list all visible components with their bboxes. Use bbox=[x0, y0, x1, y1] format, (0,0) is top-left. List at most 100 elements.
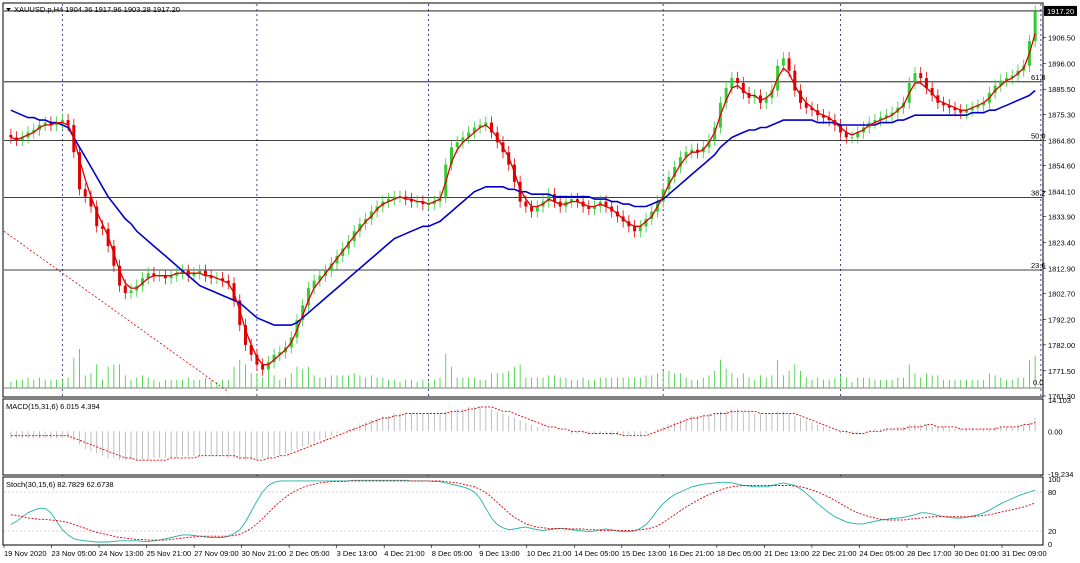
fib-label-50.0: 50.0 bbox=[1031, 131, 1046, 140]
candle-body bbox=[175, 273, 179, 276]
candle-body bbox=[272, 354, 276, 363]
macd-label: MACD(15,31,6) 6.015 4.394 bbox=[6, 402, 100, 411]
candle-body bbox=[89, 196, 93, 207]
candle-body bbox=[942, 102, 946, 106]
candle-body bbox=[9, 134, 13, 138]
price-tick-label: 1823.40 bbox=[1048, 239, 1075, 248]
time-tick-label: 15 Dec 13:00 bbox=[622, 549, 667, 558]
candle-body bbox=[993, 85, 997, 93]
candle-body bbox=[982, 102, 986, 106]
candle-body bbox=[78, 152, 82, 190]
time-tick-label: 19 Nov 2020 bbox=[4, 549, 47, 558]
dropdown-triangle-icon[interactable] bbox=[6, 8, 11, 11]
macd-tick-label: 14.103 bbox=[1048, 396, 1071, 405]
candle-body bbox=[209, 275, 213, 279]
candle-body bbox=[140, 278, 144, 286]
time-tick-label: 28 Dec 17:00 bbox=[907, 549, 952, 558]
candle-body bbox=[913, 73, 917, 84]
price-tick-label: 1854.60 bbox=[1048, 162, 1075, 171]
chart-header: XAUUSD.p,H4 1904.36 1917.96 1903.28 1917… bbox=[6, 5, 180, 14]
candle-body bbox=[530, 206, 534, 212]
candle-body bbox=[409, 199, 413, 202]
candle-body bbox=[312, 280, 316, 289]
candle-body bbox=[884, 115, 888, 118]
candle-body bbox=[123, 285, 127, 293]
macd-indicator bbox=[10, 406, 1036, 461]
candle-body bbox=[392, 196, 396, 200]
candle-body bbox=[535, 206, 539, 212]
stoch-label: Stoch(30,15,6) 82.7829 62.6738 bbox=[6, 480, 114, 489]
candle-body bbox=[976, 105, 980, 108]
candle-body bbox=[724, 87, 728, 103]
candle-body bbox=[873, 120, 877, 123]
candle-body bbox=[472, 127, 476, 133]
candle-body bbox=[346, 241, 350, 249]
candle-body bbox=[43, 122, 47, 126]
fast-moving-average bbox=[10, 33, 1036, 366]
candle-body bbox=[335, 255, 339, 264]
time-tick-label: 21 Dec 13:00 bbox=[764, 549, 809, 558]
candle-body bbox=[146, 273, 150, 279]
time-tick-label: 18 Dec 05:00 bbox=[717, 549, 762, 558]
time-tick-label: 30 Nov 21:00 bbox=[242, 549, 287, 558]
candle-body bbox=[169, 275, 173, 279]
main-panel-frame bbox=[2, 2, 1044, 398]
candle-body bbox=[181, 270, 185, 274]
candle-body bbox=[999, 80, 1003, 86]
price-tick-label: 1896.00 bbox=[1048, 59, 1075, 68]
candle-body bbox=[552, 194, 556, 202]
candle-body bbox=[673, 167, 677, 177]
candle-body bbox=[930, 87, 934, 96]
stoch-tick-label: 20 bbox=[1048, 527, 1056, 536]
time-tick-label: 4 Dec 21:00 bbox=[384, 549, 424, 558]
candle-body bbox=[879, 117, 883, 121]
candle-body bbox=[781, 58, 785, 66]
macd-axis: 14.103 0.00 -19.234 bbox=[1048, 396, 1073, 479]
candle-body bbox=[329, 263, 333, 271]
time-tick-label: 27 Nov 09:00 bbox=[194, 549, 239, 558]
candle-body bbox=[827, 117, 831, 121]
candle-body bbox=[936, 95, 940, 103]
candle-body bbox=[243, 325, 247, 345]
candle-body bbox=[221, 278, 225, 281]
candle-body bbox=[266, 362, 270, 370]
candle-body bbox=[890, 112, 894, 116]
price-tick-label: 1833.90 bbox=[1048, 213, 1075, 222]
candle-body bbox=[764, 97, 768, 103]
time-tick-label: 24 Nov 13:00 bbox=[99, 549, 144, 558]
candle-body bbox=[278, 352, 282, 355]
price-tick-label: 1812.90 bbox=[1048, 265, 1075, 274]
price-tick-label: 1885.50 bbox=[1048, 85, 1075, 94]
candle-body bbox=[301, 305, 305, 321]
fib-label-61.8: 61.8 bbox=[1031, 73, 1046, 82]
trendline bbox=[3, 230, 229, 393]
candle-body bbox=[1033, 11, 1037, 42]
moving-averages bbox=[10, 33, 1036, 366]
time-tick-label: 30 Dec 01:00 bbox=[954, 549, 999, 558]
candle-body bbox=[318, 275, 322, 281]
slow-moving-average bbox=[10, 89, 1036, 326]
candle-body bbox=[83, 189, 87, 197]
time-tick-label: 24 Dec 05:00 bbox=[859, 549, 904, 558]
time-tick-label: 2 Dec 05:00 bbox=[289, 549, 329, 558]
candle-body bbox=[478, 125, 482, 128]
time-tick-label: 8 Dec 05:00 bbox=[432, 549, 472, 558]
candle-body bbox=[799, 90, 803, 103]
candle-body bbox=[203, 270, 207, 276]
candle-body bbox=[358, 223, 362, 232]
candle-body bbox=[524, 201, 528, 207]
candle-body bbox=[604, 201, 608, 207]
candle-body bbox=[163, 275, 167, 279]
candle-body bbox=[60, 120, 64, 123]
candle-body bbox=[455, 142, 459, 148]
candle-body bbox=[947, 105, 951, 108]
time-tick-label: 10 Dec 21:00 bbox=[527, 549, 572, 558]
stoch-tick-label: 0 bbox=[1048, 540, 1052, 549]
candle-body bbox=[369, 211, 373, 219]
candle-body bbox=[730, 78, 734, 88]
candle-body bbox=[198, 270, 202, 274]
price-tick-label: 1792.20 bbox=[1048, 316, 1075, 325]
candle-body bbox=[593, 206, 597, 210]
candle-body bbox=[644, 218, 648, 227]
time-tick-label: 23 Nov 05:00 bbox=[52, 549, 97, 558]
